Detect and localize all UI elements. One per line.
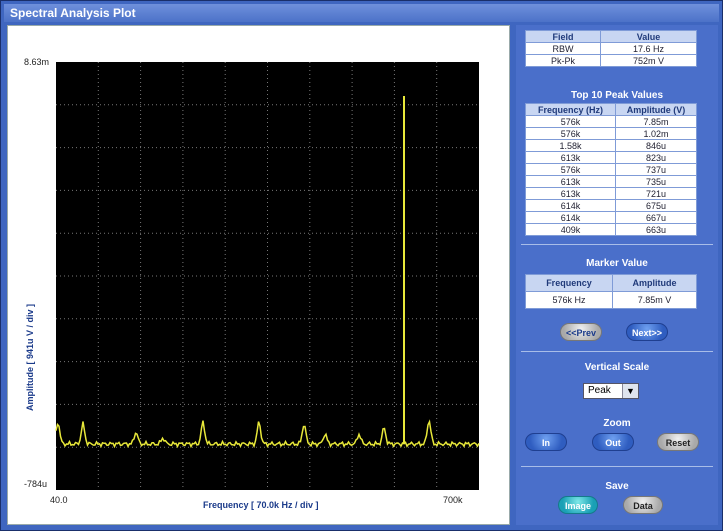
marker-title: Marker Value: [586, 258, 648, 269]
marker-amplitude-value: 7.85m V: [611, 291, 698, 309]
peak-row: 409k 663u: [525, 223, 698, 236]
peak-row: 576k 7.85m: [525, 115, 698, 128]
peak-frequency-cell: 614k: [525, 199, 616, 212]
peak-frequency-cell: 1.58k: [525, 139, 616, 152]
x-left-label: 40.0: [50, 495, 68, 505]
peaks-title: Top 10 Peak Values: [570, 90, 664, 101]
zoom-reset-button[interactable]: Reset: [657, 433, 699, 451]
peak-amplitude-cell: 823u: [614, 151, 698, 164]
peak-frequency-header: Frequency (Hz): [525, 103, 616, 116]
vertical-scale-select[interactable]: Peak ▼: [583, 383, 639, 399]
peak-amplitude-cell: 7.85m: [614, 115, 698, 128]
peak-amplitude-cell: 721u: [614, 187, 698, 200]
field-cell: RBW: [525, 42, 601, 55]
y-axis-title: Amplitude [ 941u V / div ]: [25, 303, 35, 411]
save-image-button[interactable]: Image: [558, 496, 598, 514]
zoom-title: Zoom: [603, 418, 631, 429]
plot-grid: [56, 62, 479, 490]
divider: [521, 244, 713, 245]
marker-amplitude-header: Amplitude: [611, 274, 698, 292]
divider: [521, 466, 713, 467]
field-table: Field Value RBW 17.6 Hz Pk-Pk 752m V: [525, 30, 698, 67]
x-axis-title: Frequency [ 70.0k Hz / div ]: [203, 500, 319, 510]
y-top-label: 8.63m: [24, 57, 50, 67]
peak-amplitude-cell: 735u: [614, 175, 698, 188]
peak-amplitude-cell: 846u: [614, 139, 698, 152]
value-cell: 752m V: [599, 54, 698, 67]
peak-frequency-cell: 576k: [525, 163, 616, 176]
chevron-down-icon[interactable]: ▼: [622, 384, 638, 398]
window-title: Spectral Analysis Plot: [4, 4, 719, 22]
marker-table: Frequency Amplitude 576k Hz 7.85m V: [525, 274, 698, 309]
peak-frequency-cell: 576k: [525, 127, 616, 140]
peak-frequency-cell: 613k: [525, 187, 616, 200]
next-button[interactable]: Next>>: [626, 323, 668, 341]
peak-amplitude-cell: 663u: [614, 223, 698, 236]
peak-amplitude-cell: 1.02m: [614, 127, 698, 140]
peak-frequency-cell: 613k: [525, 151, 616, 164]
peak-row: 614k 667u: [525, 211, 698, 224]
peaks-table: Frequency (Hz) Amplitude (V) 576k 7.85m 57…: [525, 103, 698, 236]
vertical-scale-title: Vertical Scale: [584, 362, 650, 373]
zoom-out-button[interactable]: Out: [592, 433, 634, 451]
peak-frequency-cell: 409k: [525, 223, 616, 236]
peak-row: 576k 1.02m: [525, 127, 698, 140]
peak-amplitude-cell: 667u: [614, 211, 698, 224]
peak-row: 613k 823u: [525, 151, 698, 164]
marker-frequency-header: Frequency: [525, 274, 613, 292]
peak-row: 576k 737u: [525, 163, 698, 176]
peak-amplitude-header: Amplitude (V): [614, 103, 698, 116]
peak-row: 613k 735u: [525, 175, 698, 188]
zoom-in-button[interactable]: In: [525, 433, 567, 451]
field-header: Field: [525, 30, 601, 43]
peak-amplitude-cell: 737u: [614, 163, 698, 176]
peak-row: 613k 721u: [525, 187, 698, 200]
plot-panel: 8.63m -784u 40.0 700k Frequency [ 70.0k …: [7, 25, 510, 525]
vertical-scale-value: Peak: [588, 385, 611, 396]
spectrum-plot[interactable]: [8, 26, 511, 526]
marker-frequency-value: 576k Hz: [525, 291, 613, 309]
prev-button[interactable]: <<Prev: [560, 323, 602, 341]
field-cell: Pk-Pk: [525, 54, 601, 67]
peak-frequency-cell: 614k: [525, 211, 616, 224]
peak-frequency-cell: 576k: [525, 115, 616, 128]
peak-amplitude-cell: 675u: [614, 199, 698, 212]
peak-frequency-cell: 613k: [525, 175, 616, 188]
save-data-button[interactable]: Data: [623, 496, 663, 514]
value-cell: 17.6 Hz: [599, 42, 698, 55]
divider: [521, 351, 713, 352]
save-title: Save: [605, 481, 629, 492]
y-bottom-label: -784u: [24, 479, 48, 489]
peak-row: 1.58k 846u: [525, 139, 698, 152]
value-header: Value: [599, 30, 698, 43]
peak-row: 614k 675u: [525, 199, 698, 212]
spectrum-trace: [55, 419, 480, 449]
x-right-label: 700k: [443, 495, 463, 505]
